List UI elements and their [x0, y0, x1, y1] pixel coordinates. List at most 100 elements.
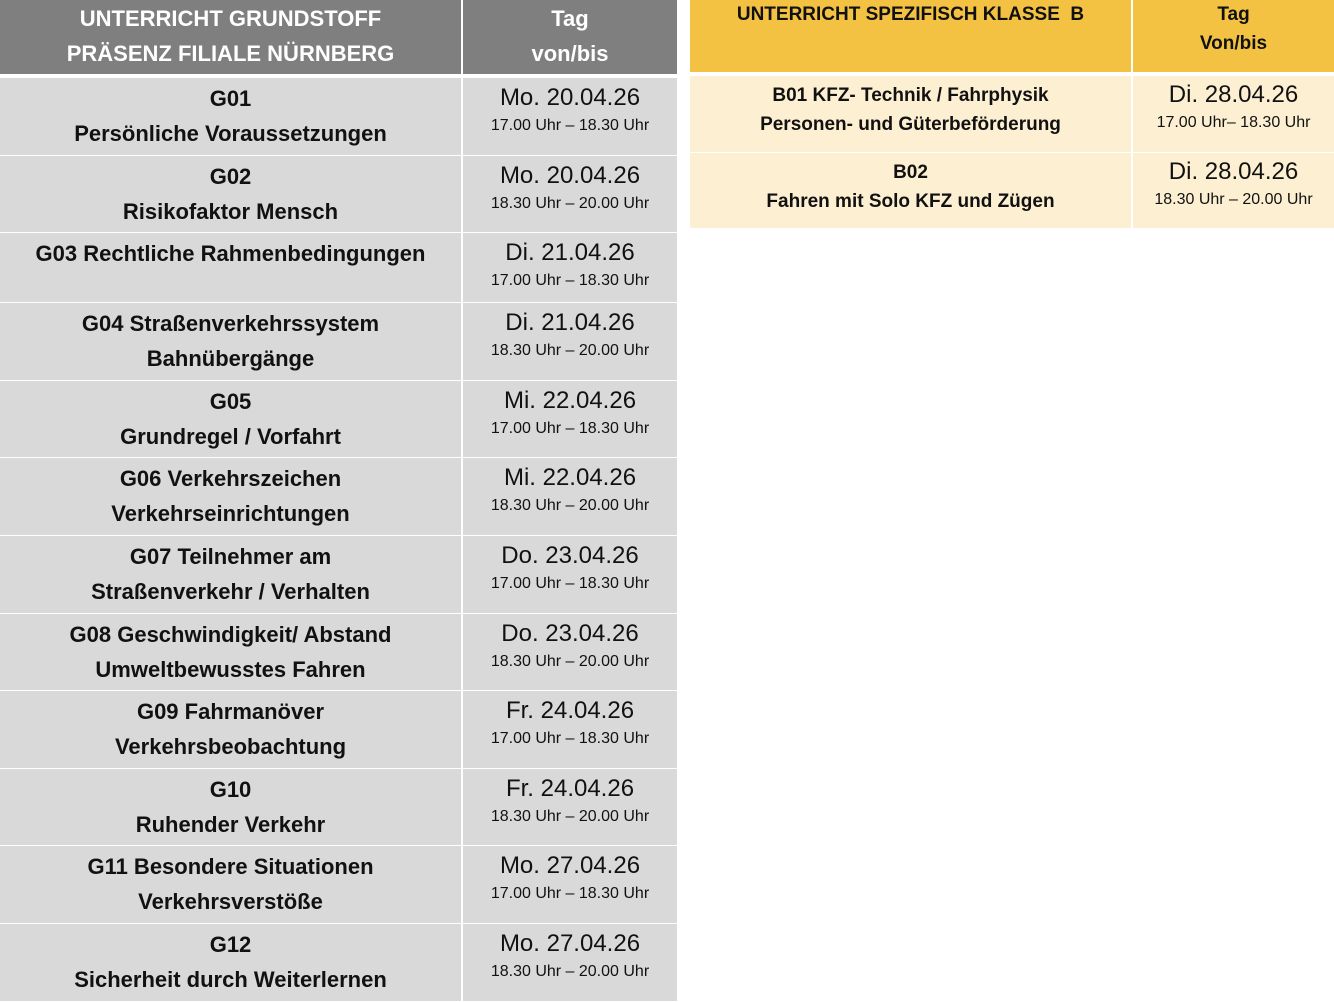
lesson-topic: G06 Verkehrszeichen Verkehrseinrichtungen: [0, 458, 463, 535]
lesson-subtitle: Fahren mit Solo KFZ und Zügen: [766, 190, 1055, 212]
lesson-schedule: Di. 21.04.26 17.00 Uhr – 18.30 Uhr: [463, 233, 677, 302]
lesson-title: G03 Rechtliche Rahmenbedingungen: [35, 241, 426, 267]
klasse-b-header: UNTERRICHT SPEZIFISCH KLASSE B Tag Von/b…: [690, 0, 1334, 72]
lesson-date: Fr. 24.04.26: [505, 697, 635, 725]
lesson-time: 17.00 Uhr – 18.30 Uhr: [490, 885, 650, 903]
lesson-title: G09 Fahrmanöver: [136, 699, 325, 725]
lesson-topic: G12 Sicherheit durch Weiterlernen: [0, 923, 463, 1001]
lesson-title: G12: [209, 931, 252, 957]
header-title-line1: UNTERRICHT GRUNDSTOFF: [79, 6, 382, 31]
lesson-time: 18.30 Uhr – 20.00 Uhr: [490, 342, 650, 360]
lesson-schedule: Di. 28.04.26 17.00 Uhr– 18.30 Uhr: [1133, 76, 1334, 152]
lesson-topic: G11 Besondere Situationen Verkehrsverstöß…: [0, 846, 463, 923]
lesson-subtitle: Risikofaktor Mensch: [122, 198, 339, 224]
header-date-line2: Von/bis: [1199, 33, 1268, 54]
lesson-topic: G04 Straßenverkehrssystem Bahnübergänge: [0, 303, 463, 380]
lesson-time: 18.30 Uhr – 20.00 Uhr: [490, 807, 650, 825]
lesson-date: Fr. 24.04.26: [505, 774, 635, 802]
lesson-topic: B01 KFZ- Technik / Fahrphysik Personen- u…: [690, 76, 1133, 152]
lesson-subtitle: Personen- und Güterbeförderung: [760, 114, 1061, 135]
lesson-title: G01: [209, 86, 252, 111]
lesson-title: B01 KFZ- Technik / Fahrphysik: [772, 85, 1049, 106]
lesson-title: G06 Verkehrszeichen: [119, 466, 342, 492]
lesson-subtitle: Umweltbewusstes Fahren: [95, 656, 366, 682]
klasse-b-table: UNTERRICHT SPEZIFISCH KLASSE B Tag Von/b…: [690, 0, 1334, 229]
table-row: G11 Besondere Situationen Verkehrsverstöß…: [0, 846, 677, 924]
lesson-schedule: Do. 23.04.26 18.30 Uhr – 20.00 Uhr: [463, 614, 677, 691]
lesson-time: 17.00 Uhr– 18.30 Uhr: [1156, 114, 1311, 131]
lesson-date: Mi. 22.04.26: [503, 386, 637, 414]
lesson-date: Di. 28.04.26: [1168, 157, 1299, 185]
lesson-time: 18.30 Uhr – 20.00 Uhr: [490, 652, 650, 670]
header-date-line2: von/bis: [531, 41, 609, 66]
lesson-time: 17.00 Uhr – 18.30 Uhr: [490, 419, 650, 437]
table-row: G04 Straßenverkehrssystem Bahnübergänge Di…: [0, 303, 677, 381]
lesson-subtitle: Persönliche Voraussetzungen: [74, 121, 387, 146]
lesson-title: G07 Teilnehmer am: [129, 543, 332, 569]
lesson-topic: G08 Geschwindigkeit/ Abstand Umweltbewuss…: [0, 613, 463, 691]
lesson-topic: G02 Risikofaktor Mensch: [0, 155, 463, 233]
lesson-title: G08 Geschwindigkeit/ Abstand: [69, 621, 392, 647]
lesson-topic: G07 Teilnehmer am Straßenverkehr / Verhal…: [0, 535, 463, 613]
lesson-subtitle: Bahnübergänge: [146, 346, 315, 372]
table-row: G09 Fahrmanöver Verkehrsbeobachtung Fr. 24…: [0, 691, 677, 769]
table-row: B01 KFZ- Technik / Fahrphysik Personen- u…: [690, 76, 1334, 153]
lesson-subtitle: Ruhender Verkehr: [135, 811, 326, 837]
lesson-time: 18.30 Uhr – 20.00 Uhr: [490, 497, 650, 515]
lesson-topic: G01 Persönliche Voraussetzungen: [0, 78, 463, 155]
lesson-date: Mo. 20.04.26: [499, 84, 641, 111]
table-row: G02 Risikofaktor Mensch Mo. 20.04.26 18.30 …: [0, 155, 677, 234]
lesson-title: G04 Straßenverkehrssystem: [81, 311, 380, 337]
table-row: G01 Persönliche Voraussetzungen Mo. 20.04.…: [0, 78, 677, 156]
lesson-topic: B02 Fahren mit Solo KFZ und Zügen: [690, 152, 1133, 228]
date-column-header: Tag von/bis: [463, 0, 677, 74]
table-row: G10 Ruhender Verkehr Fr. 24.04.26 18.30 Uhr…: [0, 768, 677, 847]
lesson-schedule: Mi. 22.04.26 18.30 Uhr – 20.00 Uhr: [463, 458, 677, 535]
lesson-date: Di. 28.04.26: [1168, 81, 1299, 108]
topic-column-header: UNTERRICHT GRUNDSTOFF PRÄSENZ FILIALE NÜ…: [0, 0, 463, 74]
lesson-topic: G09 Fahrmanöver Verkehrsbeobachtung: [0, 691, 463, 768]
lesson-title: B02: [893, 161, 928, 183]
lesson-schedule: Fr. 24.04.26 18.30 Uhr – 20.00 Uhr: [463, 769, 677, 846]
lesson-subtitle: Straßenverkehr / Verhalten: [91, 578, 370, 604]
lesson-subtitle: Sicherheit durch Weiterlernen: [74, 966, 387, 992]
lesson-schedule: Mo. 27.04.26 18.30 Uhr – 20.00 Uhr: [463, 924, 677, 1001]
lesson-date: Do. 23.04.26: [501, 541, 639, 569]
lesson-topic: G10 Ruhender Verkehr: [0, 768, 463, 846]
lesson-schedule: Mo. 27.04.26 17.00 Uhr – 18.30 Uhr: [463, 846, 677, 923]
lesson-title: G10: [209, 776, 252, 802]
grundstoff-table: UNTERRICHT GRUNDSTOFF PRÄSENZ FILIALE NÜ…: [0, 0, 677, 1002]
header-date-line1: Tag: [1217, 4, 1250, 25]
lesson-date: Mi. 22.04.26: [503, 464, 637, 492]
lesson-schedule: Mo. 20.04.26 17.00 Uhr – 18.30 Uhr: [463, 78, 677, 155]
lesson-schedule: Di. 21.04.26 18.30 Uhr – 20.00 Uhr: [463, 303, 677, 380]
table-row: G07 Teilnehmer am Straßenverkehr / Verhal…: [0, 535, 677, 614]
grundstoff-rows: G01 Persönliche Voraussetzungen Mo. 20.04.…: [0, 78, 677, 1002]
lesson-subtitle: Verkehrsverstöße: [138, 889, 323, 915]
lesson-subtitle: Verkehrsbeobachtung: [114, 734, 347, 760]
lesson-schedule: Mo. 20.04.26 18.30 Uhr – 20.00 Uhr: [463, 156, 677, 233]
table-row: G12 Sicherheit durch Weiterlernen Mo. 27.0…: [0, 923, 677, 1002]
lesson-title: G02: [209, 163, 252, 189]
lesson-date: Do. 23.04.26: [501, 619, 639, 647]
lesson-schedule: Do. 23.04.26 17.00 Uhr – 18.30 Uhr: [463, 536, 677, 613]
lesson-subtitle: Verkehrseinrichtungen: [111, 501, 350, 527]
header-title-line1: UNTERRICHT SPEZIFISCH KLASSE B: [736, 4, 1085, 25]
table-row: G06 Verkehrszeichen Verkehrseinrichtungen…: [0, 458, 677, 536]
table-row: G05 Grundregel / Vorfahrt Mi. 22.04.26 17.0…: [0, 380, 677, 459]
lesson-time: 18.30 Uhr – 20.00 Uhr: [1154, 190, 1313, 208]
lesson-subtitle: Grundregel / Vorfahrt: [120, 423, 341, 449]
grundstoff-header: UNTERRICHT GRUNDSTOFF PRÄSENZ FILIALE NÜ…: [0, 0, 677, 74]
table-row: G03 Rechtliche Rahmenbedingungen Di. 21.0…: [0, 233, 677, 304]
topic-column-header: UNTERRICHT SPEZIFISCH KLASSE B: [690, 0, 1133, 72]
lesson-title: G05: [209, 388, 252, 414]
lesson-time: 17.00 Uhr – 18.30 Uhr: [490, 730, 650, 748]
lesson-date: Mo. 20.04.26: [499, 161, 641, 189]
lesson-date: Di. 21.04.26: [505, 239, 635, 267]
lesson-schedule: Fr. 24.04.26 17.00 Uhr – 18.30 Uhr: [463, 691, 677, 768]
lesson-time: 17.00 Uhr – 18.30 Uhr: [490, 272, 650, 290]
lesson-topic: G05 Grundregel / Vorfahrt: [0, 380, 463, 458]
date-column-header: Tag Von/bis: [1133, 0, 1334, 72]
lesson-time: 18.30 Uhr – 20.00 Uhr: [490, 194, 650, 212]
lesson-topic: G03 Rechtliche Rahmenbedingungen: [0, 233, 463, 303]
